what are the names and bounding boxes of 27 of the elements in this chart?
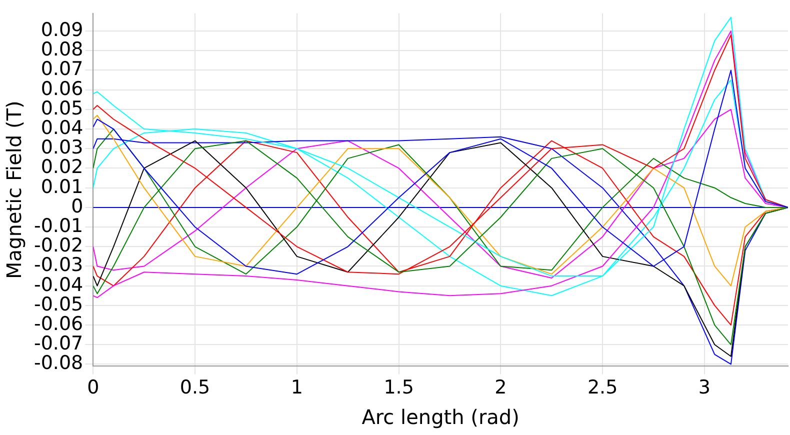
y-tick-label: 0.03 [40, 136, 84, 159]
x-tick-label: 0 [87, 376, 100, 399]
x-tick-label: 2 [494, 376, 507, 399]
y-tick-label: 0.01 [40, 176, 84, 198]
y-tick-label: -0.01 [34, 214, 84, 237]
y-tick-label: -0.08 [34, 352, 84, 374]
x-tick-label: 0.5 [180, 376, 210, 399]
y-tick-label: 0.09 [40, 18, 84, 41]
y-tick-label: -0.05 [34, 293, 84, 316]
y-tick-label: -0.04 [34, 274, 84, 296]
y-axis-title: Magnetic Field (T) [2, 100, 26, 279]
y-tick-label: -0.07 [34, 332, 84, 355]
x-axis-title: Arc length (rad) [362, 405, 520, 430]
x-tick-label: 1.5 [384, 376, 414, 399]
y-tick-label: 0 [71, 195, 84, 218]
y-tick-label: 0.06 [40, 78, 84, 100]
y-tick-label: 0.07 [40, 58, 84, 80]
y-tick-label: -0.02 [34, 234, 84, 257]
y-tick-label: 0.04 [40, 116, 84, 139]
x-tick-label: 3 [698, 376, 711, 399]
x-tick-label: 1 [290, 376, 303, 399]
y-tick-label: 0.05 [40, 97, 84, 120]
x-tick-label: 2.5 [587, 376, 618, 399]
y-tick-label: 0.02 [40, 156, 84, 178]
y-tick-label: -0.06 [34, 312, 84, 335]
y-tick-label: 0.08 [40, 38, 84, 61]
y-tick-label: -0.03 [34, 254, 84, 276]
